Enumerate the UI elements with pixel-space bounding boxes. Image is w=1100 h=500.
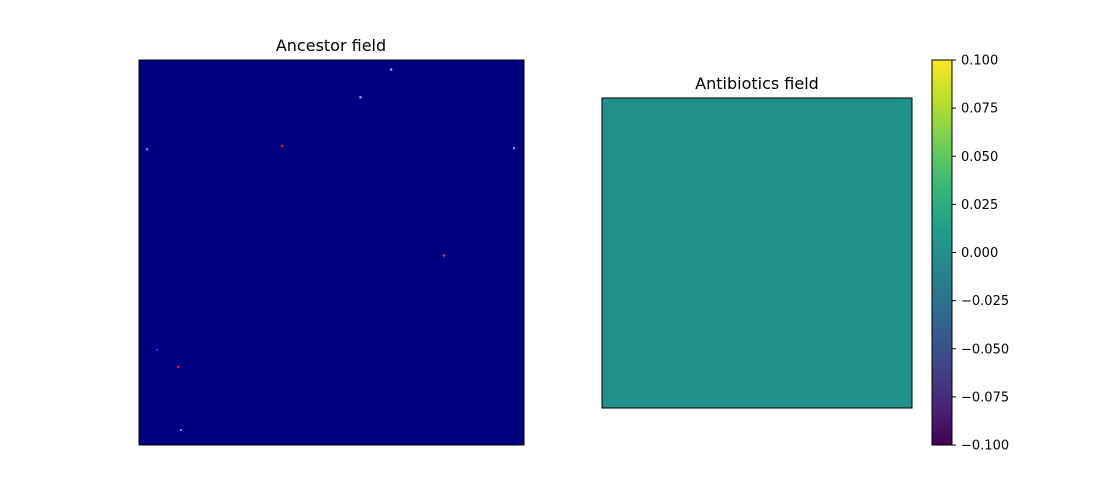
ancestor-point-4: [513, 147, 515, 150]
ancestor-field-frame: [138, 59, 525, 446]
colorbar-ticks: 0.100 0.075 0.050 0.025 0.000 −0.025 −0.050 −0.…: [952, 54, 1009, 454]
ancestor-point-5: [442, 254, 445, 257]
ancestor-point-7: [176, 365, 179, 368]
colorbar-gradient: [932, 60, 952, 445]
antibiotics-field-frame: [601, 97, 913, 409]
ancestor-point-2: [281, 144, 284, 147]
antibiotics-field-title: Antibiotics field: [695, 74, 819, 93]
ancestor-point-0: [390, 68, 393, 71]
colorbar-tick-label: 0.075: [961, 102, 998, 117]
colorbar-tick-label: −0.050: [961, 342, 1009, 357]
ancestor-point-8: [180, 429, 182, 431]
ancestor-point-3: [146, 148, 149, 151]
colorbar-tick-label: −0.100: [961, 439, 1009, 454]
colorbar: 0.100 0.075 0.050 0.025 0.000 −0.025 −0.050 −0.…: [931, 54, 1009, 454]
colorbar-tick-label: 0.100: [961, 54, 998, 69]
antibiotics-field-panel: Antibiotics field: [601, 74, 913, 409]
colorbar-tick-label: −0.025: [961, 294, 1009, 309]
colorbar-tick-label: 0.050: [961, 150, 998, 165]
colorbar-tick-label: −0.075: [961, 390, 1009, 405]
ancestor-field-panel: Ancestor field: [138, 36, 525, 446]
antibiotics-field-image: [602, 98, 912, 408]
ancestor-field-image: [139, 60, 524, 445]
ancestor-field-title: Ancestor field: [276, 36, 386, 55]
colorbar-tick-label: 0.000: [961, 246, 998, 261]
ancestor-point-6: [156, 348, 159, 351]
colorbar-tick-label: 0.025: [961, 198, 998, 213]
ancestor-field-points: [146, 68, 515, 431]
ancestor-point-1: [359, 96, 362, 99]
